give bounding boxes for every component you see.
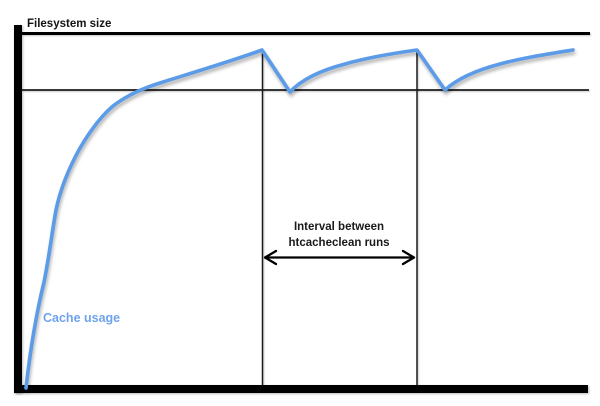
interval-annotation-line2: htcacheclean runs bbox=[289, 237, 390, 249]
x-axis bbox=[14, 385, 588, 393]
interval-annotation-line1: Interval between bbox=[294, 221, 384, 233]
cache-usage-label: Cache usage bbox=[43, 311, 120, 325]
filesystem-size-label: Filesystem size bbox=[27, 18, 111, 30]
interval-arrow bbox=[263, 249, 416, 266]
arrowhead-left-icon bbox=[263, 249, 278, 266]
cache-usage-curve bbox=[24, 48, 575, 390]
arrowhead-right-icon bbox=[401, 249, 416, 266]
y-axis bbox=[14, 25, 22, 393]
